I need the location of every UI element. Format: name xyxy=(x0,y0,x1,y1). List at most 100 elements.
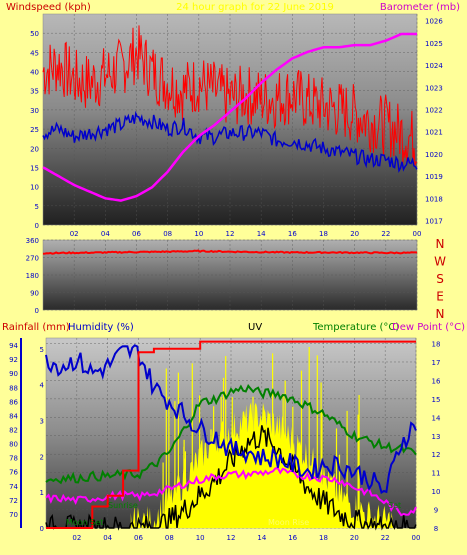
hour-tick-label: 16 xyxy=(288,230,297,238)
direction-tick-label: 360 xyxy=(26,237,39,245)
wind-barometer-chart: Windspeed (kph) 24 hour graph for 22 Jun… xyxy=(6,2,460,238)
hour-tick-label: 22 xyxy=(381,230,390,238)
moon-rise-label: Moon Rise xyxy=(268,518,309,527)
barometer-tick-label: 1017 xyxy=(425,218,443,226)
hour-tick-label: 12 xyxy=(227,534,236,542)
windspeed-tick-label: 50 xyxy=(30,30,39,38)
rain-tick-label: 1 xyxy=(40,489,44,497)
rain-tick-label: 2 xyxy=(40,453,44,461)
direction-series-line xyxy=(42,249,418,255)
hour-tick-label: 00 xyxy=(413,230,422,238)
rain-hour-ticks: 02 04 06 08 10 12 14 16 18 20 22 00 xyxy=(72,534,420,542)
direction-tick-label: 0 xyxy=(35,307,39,315)
windspeed-tick-label: 40 xyxy=(30,69,39,77)
rainfall-axis-title: Rainfall (mm) xyxy=(2,322,70,333)
uv-axis-title: UV xyxy=(248,322,262,333)
direction-tick-label: 180 xyxy=(26,272,39,280)
rain-tick-label: 5 xyxy=(40,346,44,354)
hour-tick-label: 18 xyxy=(319,230,328,238)
humidity-series-line xyxy=(45,344,417,495)
temperature-tick-label: 16 xyxy=(432,377,441,385)
windspeed-tick-label: 15 xyxy=(30,164,39,172)
hour-tick-label: 00 xyxy=(412,534,421,542)
temperature-tick-label: 13 xyxy=(432,433,441,441)
hour-tick-label: 10 xyxy=(196,534,205,542)
windspeed-tick-label: 0 xyxy=(35,222,39,230)
rainfall-series-line xyxy=(46,340,416,529)
hour-tick-label: 02 xyxy=(72,534,81,542)
temperature-tick-label: 8 xyxy=(434,525,438,533)
sunset-label: Set xyxy=(388,501,401,510)
rain-tick-label: 0 xyxy=(40,525,44,533)
humidity-tick-label: 72 xyxy=(9,497,18,505)
gust-series-line xyxy=(42,25,418,166)
temperature-ticks: 8 9 10 11 12 13 14 15 16 17 18 xyxy=(432,341,441,533)
windspeed-tick-label: 30 xyxy=(30,107,39,115)
windspeed-tick-label: 35 xyxy=(30,88,39,96)
windspeed-axis-title: Windspeed (kph) xyxy=(6,2,91,13)
hour-tick-label: 14 xyxy=(257,230,266,238)
hour-tick-label: 18 xyxy=(319,534,328,542)
barometer-tick-label: 1022 xyxy=(425,107,443,115)
hour-tick-label: 08 xyxy=(165,534,174,542)
hour-tick-label: 08 xyxy=(163,230,172,238)
humidity-ticks: 70 72 74 76 78 80 82 84 86 88 90 92 94 xyxy=(9,338,22,528)
wind-avg-series-line xyxy=(42,110,418,174)
barometer-ticks: 1017 1018 1019 1020 1021 1022 1023 1024 1025 1026 xyxy=(425,18,443,226)
rain-ticks: 0 1 2 3 4 5 xyxy=(40,346,45,533)
hour-tick-label: 22 xyxy=(381,534,390,542)
hour-tick-label: 06 xyxy=(134,534,143,542)
humidity-tick-label: 84 xyxy=(9,412,18,420)
compass-label: S xyxy=(436,272,444,286)
humidity-tick-label: 82 xyxy=(9,426,18,434)
windspeed-tick-label: 45 xyxy=(30,49,39,57)
direction-tick-label: 270 xyxy=(26,255,39,263)
compass-label: N xyxy=(436,237,445,251)
humidity-tick-label: 88 xyxy=(9,384,18,392)
humidity-tick-label: 74 xyxy=(9,483,18,491)
barometer-axis-title: Barometer (mb) xyxy=(380,2,460,13)
hour-tick-label: 04 xyxy=(103,534,112,542)
humidity-tick-label: 78 xyxy=(9,455,18,463)
humidity-tick-label: 94 xyxy=(9,342,18,350)
wind-gridlines xyxy=(43,14,418,226)
humidity-tick-label: 92 xyxy=(9,356,18,364)
barometer-tick-label: 1023 xyxy=(425,84,443,92)
hour-tick-label: 20 xyxy=(350,230,359,238)
windspeed-tick-label: 20 xyxy=(30,145,39,153)
barometer-tick-label: 1024 xyxy=(425,62,443,70)
compass-label: N xyxy=(436,307,445,321)
windspeed-tick-label: 5 xyxy=(35,203,39,211)
hour-tick-label: 12 xyxy=(226,230,235,238)
direction-tick-label: 90 xyxy=(30,290,39,298)
temperature-tick-label: 11 xyxy=(432,470,441,478)
hour-tick-label: 02 xyxy=(70,230,79,238)
temperature-tick-label: 12 xyxy=(432,451,441,459)
barometer-series-line xyxy=(42,32,417,202)
temperature-tick-label: 18 xyxy=(432,341,441,349)
humidity-tick-label: 80 xyxy=(9,441,18,449)
rain-tick-label: 3 xyxy=(40,417,44,425)
hour-tick-label: 04 xyxy=(101,230,110,238)
dewpoint-axis-title: Dew Point (°C) xyxy=(392,322,465,333)
rain-tick-label: 4 xyxy=(40,382,45,390)
rain-temp-chart: Rainfall (mm) Humidity (%) UV Temperatur… xyxy=(2,322,465,542)
humidity-tick-label: 90 xyxy=(9,370,18,378)
humidity-tick-label: 76 xyxy=(9,469,18,477)
temperature-tick-label: 9 xyxy=(434,507,438,515)
hour-tick-label: 16 xyxy=(288,534,297,542)
humidity-tick-label: 70 xyxy=(9,511,18,519)
humidity-axis-title: Humidity (%) xyxy=(68,322,134,333)
solar-series-line xyxy=(45,425,417,531)
windspeed-ticks: 0 5 10 15 20 25 30 35 40 45 50 xyxy=(30,30,39,230)
windspeed-tick-label: 10 xyxy=(30,184,39,192)
temperature-series-line xyxy=(45,384,417,485)
barometer-tick-label: 1020 xyxy=(425,151,443,159)
chart-title: 24 hour graph for 22 June 2019 xyxy=(176,2,334,13)
hour-tick-label: 10 xyxy=(194,230,203,238)
sunrise-label: Sunrise xyxy=(108,501,138,510)
humidity-tick-label: 86 xyxy=(9,398,18,406)
wind-hour-ticks: 02 04 06 08 10 12 14 16 18 20 22 00 xyxy=(70,230,422,238)
